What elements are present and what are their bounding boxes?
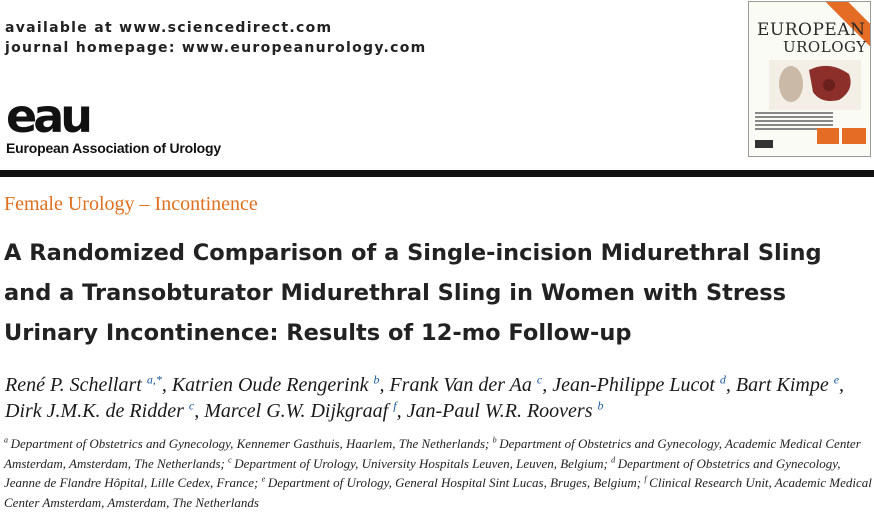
author-name: Marcel G.W. Dijkgraaf — [204, 400, 389, 422]
journal-links: available at www.sciencedirect.com journ… — [5, 18, 427, 58]
author-affiliation-link[interactable]: f — [393, 398, 397, 413]
author-name: Jan-Paul W.R. Roovers — [406, 400, 593, 422]
affiliation-list: a Department of Obstetrics and Gynecolog… — [4, 434, 874, 512]
author-name: René P. Schellart — [5, 374, 142, 396]
author-affiliation-link[interactable]: b — [373, 372, 380, 387]
affiliation-text: Department of Obstetrics and Gynecology,… — [4, 455, 841, 491]
affiliation-marker: a — [4, 435, 8, 445]
section-label: Female Urology – Incontinence — [4, 193, 258, 215]
cover-text-lines — [755, 112, 833, 132]
affiliation-marker: c — [228, 455, 232, 465]
author-affiliation-link[interactable]: d — [719, 372, 726, 387]
affiliation-text: Department of Urology, General Hospital … — [267, 475, 645, 490]
eau-logo-text: eau — [6, 96, 89, 138]
header-rule — [0, 170, 874, 177]
cover-badge — [842, 128, 866, 144]
cover-badge — [817, 128, 839, 144]
author-affiliation-link[interactable]: c — [188, 398, 195, 413]
affiliation-text: Department of Urology, University Hospit… — [234, 455, 612, 471]
affiliation-marker: b — [492, 435, 497, 445]
affiliation-marker: e — [261, 474, 266, 484]
affiliation-text: Clinical Research Unit, Academic Medical… — [4, 475, 872, 510]
author-name: Frank Van der Aa — [389, 374, 532, 396]
journal-cover: EUROPEAN UROLOGY — [748, 1, 871, 157]
author-list: René P. Schellart a,*, Katrien Oude Reng… — [5, 372, 845, 422]
affiliation-text: Department of Obstetrics and Gynecology,… — [10, 436, 493, 451]
eau-full-name: European Association of Urology — [6, 140, 221, 156]
author-affiliation-link[interactable]: b — [597, 398, 604, 413]
author-affiliation-link[interactable]: c — [536, 372, 543, 387]
author-name: Bart Kimpe — [735, 374, 829, 396]
journal-homepage-link[interactable]: journal homepage: www.europeanurology.co… — [5, 40, 427, 56]
author-affiliation-link[interactable]: a,* — [146, 372, 162, 387]
affiliation-text: Department of Obstetrics and Gynecology,… — [4, 436, 861, 471]
author-name: Dirk J.M.K. de Ridder — [5, 400, 184, 422]
affiliation-marker: d — [611, 455, 616, 465]
author-affiliation-link[interactable]: e — [833, 372, 840, 387]
cover-title-line1: EUROPEAN — [757, 20, 866, 40]
eau-logo: eau — [6, 96, 93, 138]
author-name: Katrien Oude Rengerink — [171, 374, 369, 396]
affiliation-marker: f — [644, 474, 647, 484]
article-title: A Randomized Comparison of a Single-inci… — [4, 240, 822, 346]
sciencedirect-link[interactable]: available at www.sciencedirect.com — [5, 20, 333, 36]
cover-illustration — [769, 60, 861, 110]
cover-title-line2: UROLOGY — [783, 38, 867, 56]
cover-eau-logo — [755, 140, 773, 148]
author-name: Jean-Philippe Lucot — [552, 374, 715, 396]
